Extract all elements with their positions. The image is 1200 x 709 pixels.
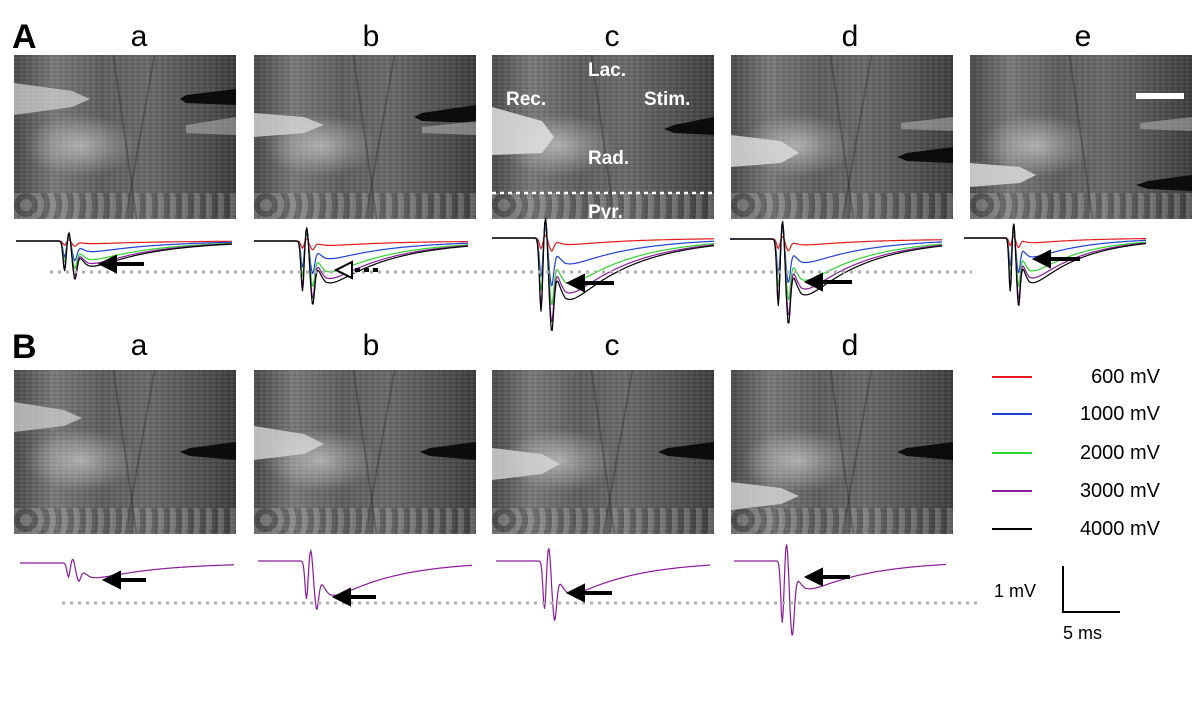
scale-bar-horizontal	[1062, 611, 1120, 613]
column-label-a-c: c	[604, 20, 620, 53]
arrow-b-d	[803, 567, 850, 587]
micrograph-b-c	[492, 370, 714, 534]
trace-b-0	[20, 558, 235, 582]
scale-bar-voltage-label: 1 mV	[994, 581, 1037, 601]
column-label-b-a: a	[130, 329, 148, 362]
pipette-shapes	[254, 426, 476, 460]
legend-swatch-4000	[992, 528, 1032, 530]
layer-label-rec: Rec.	[506, 89, 547, 110]
legend-swatch-600	[992, 376, 1032, 378]
pipette-shapes	[970, 117, 1192, 191]
arrow-a-c	[565, 273, 614, 293]
panel-letter-b: B	[12, 328, 37, 366]
trace-600mv	[16, 239, 232, 247]
trace-1000mv	[16, 235, 232, 262]
image-scale-bar	[1136, 93, 1184, 99]
arrow-a-e	[1031, 249, 1080, 269]
legend-swatch-3000	[992, 490, 1032, 492]
trace-600mv	[492, 234, 714, 252]
trace-1000mv	[964, 228, 1147, 274]
trace-2000mv	[492, 223, 715, 306]
trace-1000mv	[492, 225, 715, 287]
micrograph-b-b	[254, 370, 476, 534]
pipette-shapes	[731, 442, 953, 510]
micrograph-a-e	[970, 55, 1192, 219]
trace-600mv	[730, 235, 942, 252]
micrograph-b-a	[14, 370, 236, 534]
legend-swatch-2000	[992, 452, 1032, 454]
layer-label-pyr: Pyr.	[588, 202, 623, 219]
trace-b-2	[496, 548, 710, 622]
trace-4000mv	[730, 221, 943, 324]
legend-label-3000: 3000 mV	[1079, 480, 1160, 502]
trace-600mv	[254, 238, 469, 251]
scale-bar-time-label: 5 ms	[1063, 623, 1103, 643]
column-label-b-b: b	[362, 329, 380, 362]
trace-b-1	[258, 548, 472, 610]
micrograph-b-d	[731, 370, 953, 534]
pipette-shapes	[14, 83, 236, 135]
pipette-shapes	[14, 402, 236, 460]
legend-label-1000: 1000 mV	[1079, 403, 1160, 425]
arrow-a-d	[803, 272, 852, 292]
pipette-shapes	[492, 442, 714, 480]
micrograph-a-c: Lac. Rec. Stim. Rad. Pyr.	[492, 55, 714, 219]
column-label-a-b: b	[362, 20, 380, 53]
arrow-b-c	[565, 583, 612, 603]
trace-4000mv	[492, 218, 715, 332]
legend-swatch-1000	[992, 413, 1032, 415]
trace-2000mv	[16, 233, 232, 269]
trace-3000mv	[254, 228, 468, 299]
column-label-b-c: c	[604, 329, 620, 362]
trace-3000mv	[730, 222, 943, 316]
column-label-a-d: d	[841, 20, 859, 53]
trace-2000mv	[254, 229, 469, 287]
column-label-b-d: d	[841, 329, 859, 362]
scale-bar-vertical	[1062, 566, 1064, 613]
arrow-a-b	[333, 260, 378, 280]
arrow-b-a	[101, 570, 146, 590]
trace-1000mv	[254, 232, 468, 275]
layer-label-stim: Stim.	[644, 89, 691, 110]
arrow-a-a	[97, 254, 144, 274]
trace-2000mv	[964, 227, 1147, 287]
pipette-shapes	[492, 107, 714, 195]
trace-3000mv	[492, 220, 715, 323]
legend-label-2000: 2000 mV	[1079, 442, 1160, 464]
trace-4000mv	[964, 223, 1146, 306]
column-label-a-e: e	[1074, 20, 1092, 53]
trace-b-3	[734, 544, 946, 636]
trace-4000mv	[16, 231, 233, 280]
pipette-shapes	[254, 105, 476, 137]
column-label-a-a: a	[130, 20, 148, 53]
micrograph-a-a	[14, 55, 236, 219]
trace-4000mv	[254, 227, 469, 305]
pipette-shapes	[731, 117, 953, 167]
panel-letter-a: A	[12, 18, 37, 56]
legend-label-4000: 4000 mV	[1079, 518, 1160, 540]
micrograph-a-b	[254, 55, 476, 219]
micrograph-a-d	[731, 55, 953, 219]
layer-label-lac: Lac.	[588, 60, 627, 81]
legend-label-600: 600 mV	[1091, 366, 1160, 388]
arrow-b-b	[331, 587, 376, 607]
layer-label-rad: Rad.	[588, 148, 630, 169]
trace-600mv	[964, 235, 1146, 249]
trace-1000mv	[730, 227, 943, 284]
trace-2000mv	[730, 226, 943, 300]
